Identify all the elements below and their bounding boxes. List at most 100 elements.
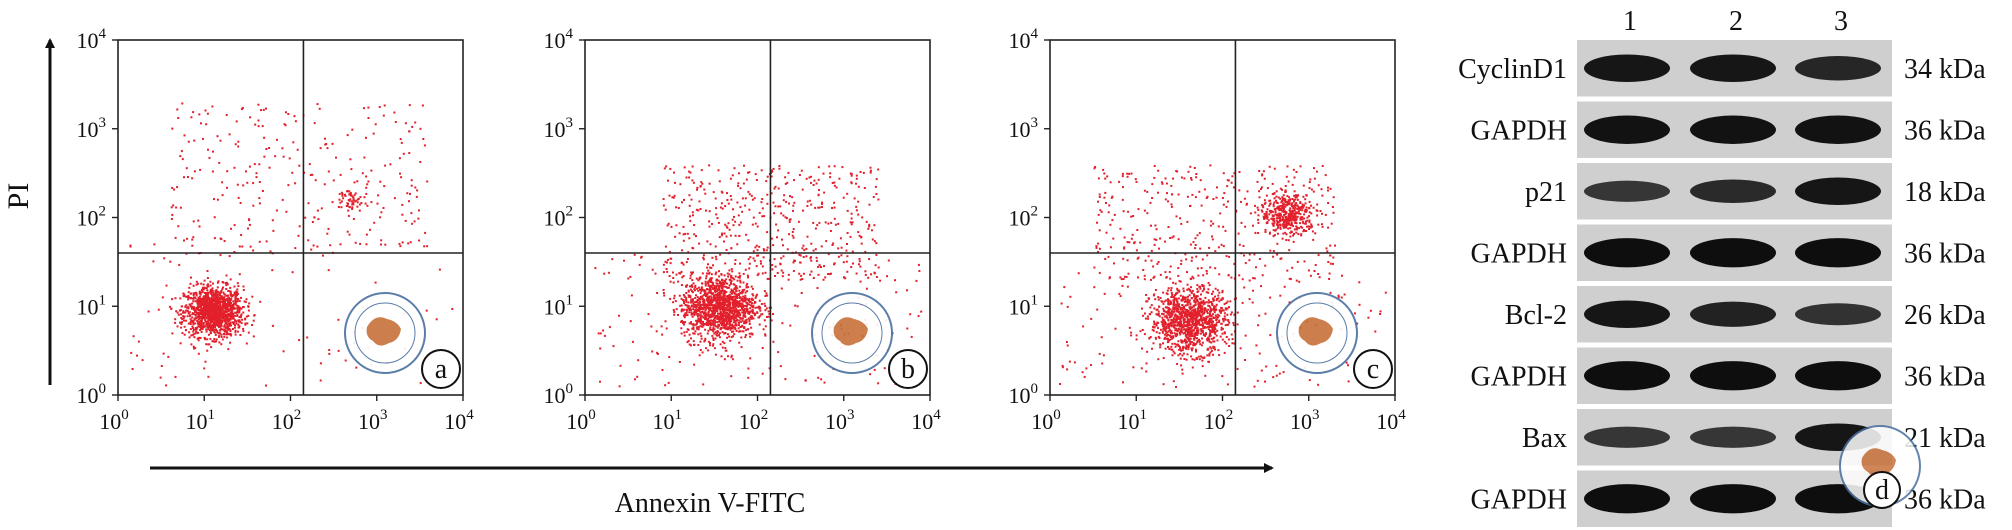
scatter-point	[704, 282, 707, 285]
scatter-point	[1169, 331, 1172, 334]
scatter-point	[808, 199, 811, 202]
scatter-point	[1167, 345, 1170, 348]
scatter-point	[401, 203, 404, 206]
scatter-point	[195, 331, 198, 333]
scatter-point	[780, 269, 783, 272]
scatter-point	[1189, 343, 1192, 346]
scatter-point	[310, 248, 313, 251]
scatter-point	[852, 262, 854, 265]
scatter-point	[868, 258, 871, 261]
scatter-point	[1179, 329, 1182, 332]
scatter-point	[838, 177, 841, 180]
scatter-point	[818, 264, 821, 267]
scatter-point	[223, 312, 226, 315]
scatter-point	[192, 330, 195, 333]
scatter-point	[697, 344, 700, 346]
scatter-point	[827, 222, 830, 225]
scatter-point	[728, 325, 731, 328]
scatter-point	[715, 305, 718, 308]
scatter-point	[215, 293, 218, 296]
scatter-point	[1209, 330, 1212, 333]
scatter-point	[1179, 357, 1182, 360]
scatter-point	[692, 332, 695, 335]
scatter-point	[1303, 229, 1305, 231]
scatter-point	[764, 295, 767, 297]
scatter-point	[221, 338, 224, 341]
scatter-point	[791, 196, 794, 199]
scatter-point	[312, 244, 315, 247]
scatter-point	[239, 320, 242, 323]
scatter-point	[197, 315, 200, 318]
scatter-point	[129, 245, 132, 248]
scatter-point	[1168, 299, 1171, 302]
scatter-point	[398, 242, 401, 245]
scatter-point	[218, 332, 220, 334]
scatter-point	[236, 183, 239, 186]
scatter-point	[783, 194, 786, 197]
scatter-point	[340, 200, 343, 203]
scatter-point	[705, 293, 707, 296]
scatter-point	[416, 189, 419, 192]
scatter-point	[741, 317, 744, 320]
scatter-point	[846, 209, 849, 212]
scatter-point	[727, 308, 729, 311]
scatter-point	[724, 291, 727, 294]
scatter-point	[180, 323, 183, 325]
scatter-point	[370, 201, 373, 204]
scatter-point	[744, 291, 747, 294]
scatter-point	[743, 310, 746, 313]
scatter-point	[713, 288, 716, 290]
scatter-point	[366, 204, 369, 207]
scatter-point	[703, 290, 706, 293]
scatter-point	[1162, 323, 1165, 326]
scatter-point	[739, 316, 742, 319]
scatter-point	[1167, 319, 1170, 322]
scatter-point	[1196, 333, 1199, 336]
scatter-point	[823, 191, 826, 194]
scatter-point	[1185, 296, 1188, 299]
scatter-point	[219, 332, 222, 335]
scatter-point	[690, 305, 693, 308]
scatter-point	[714, 289, 716, 292]
scatter-point	[184, 305, 187, 308]
scatter-point	[227, 315, 230, 318]
scatter-point	[1208, 338, 1210, 341]
scatter-point	[1213, 340, 1216, 343]
scatter-point	[229, 290, 232, 293]
scatter-point	[1191, 321, 1194, 324]
scatter-point	[1167, 300, 1170, 303]
scatter-point	[705, 209, 707, 212]
scatter-point	[424, 231, 427, 234]
scatter-point	[211, 326, 214, 329]
scatter-point	[220, 327, 223, 330]
scatter-point	[707, 263, 709, 266]
scatter-point	[331, 142, 334, 145]
scatter-point	[1172, 324, 1175, 327]
scatter-point	[729, 339, 732, 342]
scatter-point	[730, 281, 732, 284]
scatter-point	[1216, 339, 1219, 342]
scatter-point	[729, 328, 732, 331]
scatter-point	[1191, 319, 1194, 322]
scatter-point	[709, 315, 712, 318]
scatter-point	[725, 298, 728, 301]
scatter-point	[272, 229, 275, 232]
scatter-point	[326, 232, 329, 235]
scatter-point	[239, 202, 242, 204]
scatter-point	[212, 317, 215, 320]
scatter-point	[849, 235, 852, 238]
scatter-point	[1213, 324, 1216, 327]
scatter-point	[1153, 307, 1156, 310]
scatter-point	[1179, 331, 1182, 334]
scatter-point	[709, 243, 712, 246]
scatter-point	[200, 331, 203, 333]
scatter-point	[713, 328, 716, 331]
scatter-point	[718, 332, 721, 335]
scatter-point	[755, 265, 758, 268]
scatter-point	[774, 265, 777, 268]
scatter-point	[203, 312, 206, 315]
scatter-point	[232, 300, 235, 303]
scatter-point	[713, 314, 716, 317]
scatter-point	[748, 320, 751, 323]
scatter-point	[1189, 307, 1192, 310]
